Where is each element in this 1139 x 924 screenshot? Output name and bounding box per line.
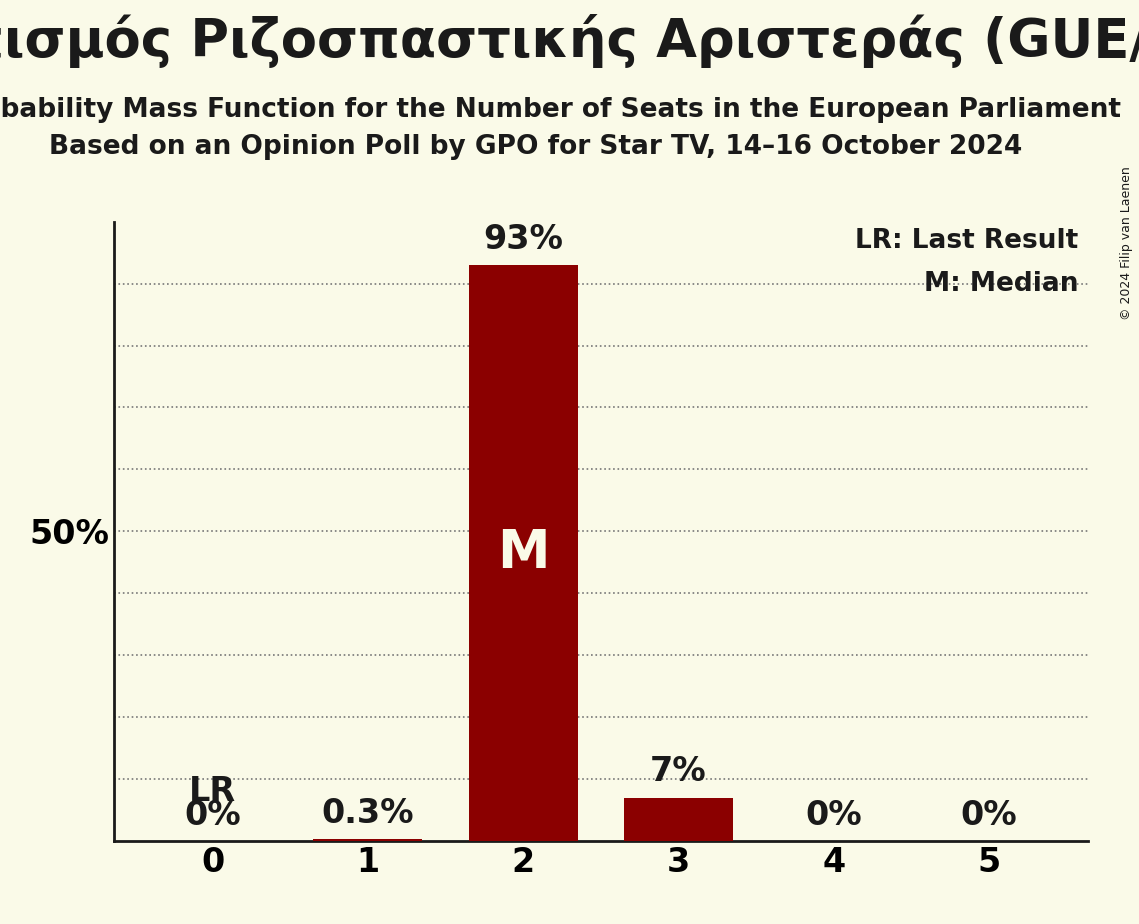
Text: 93%: 93% [483,223,563,256]
Text: 7%: 7% [650,755,707,788]
Text: M: M [497,527,549,579]
Text: Συνασπισμός Ριζοσπαστικής Αριστεράς (GUE/NGL): Συνασπισμός Ριζοσπαστικής Αριστεράς (GUE… [0,14,1139,67]
Text: Probability Mass Function for the Number of Seats in the European Parliament: Probability Mass Function for the Number… [0,97,1121,123]
Text: 0.3%: 0.3% [321,796,415,830]
Bar [624,797,732,841]
Text: Based on an Opinion Poll by GPO for Star TV, 14–16 October 2024: Based on an Opinion Poll by GPO for Star… [49,134,1022,160]
Text: LR: Last Result: LR: Last Result [854,228,1077,254]
Text: 0%: 0% [805,798,862,832]
Text: 0%: 0% [185,798,240,832]
Text: LR: LR [189,775,236,808]
Text: © 2024 Filip van Laenen: © 2024 Filip van Laenen [1121,166,1133,320]
Text: 0%: 0% [961,798,1017,832]
Bar [313,839,423,841]
Bar [469,265,577,841]
Text: M: Median: M: Median [924,272,1077,298]
